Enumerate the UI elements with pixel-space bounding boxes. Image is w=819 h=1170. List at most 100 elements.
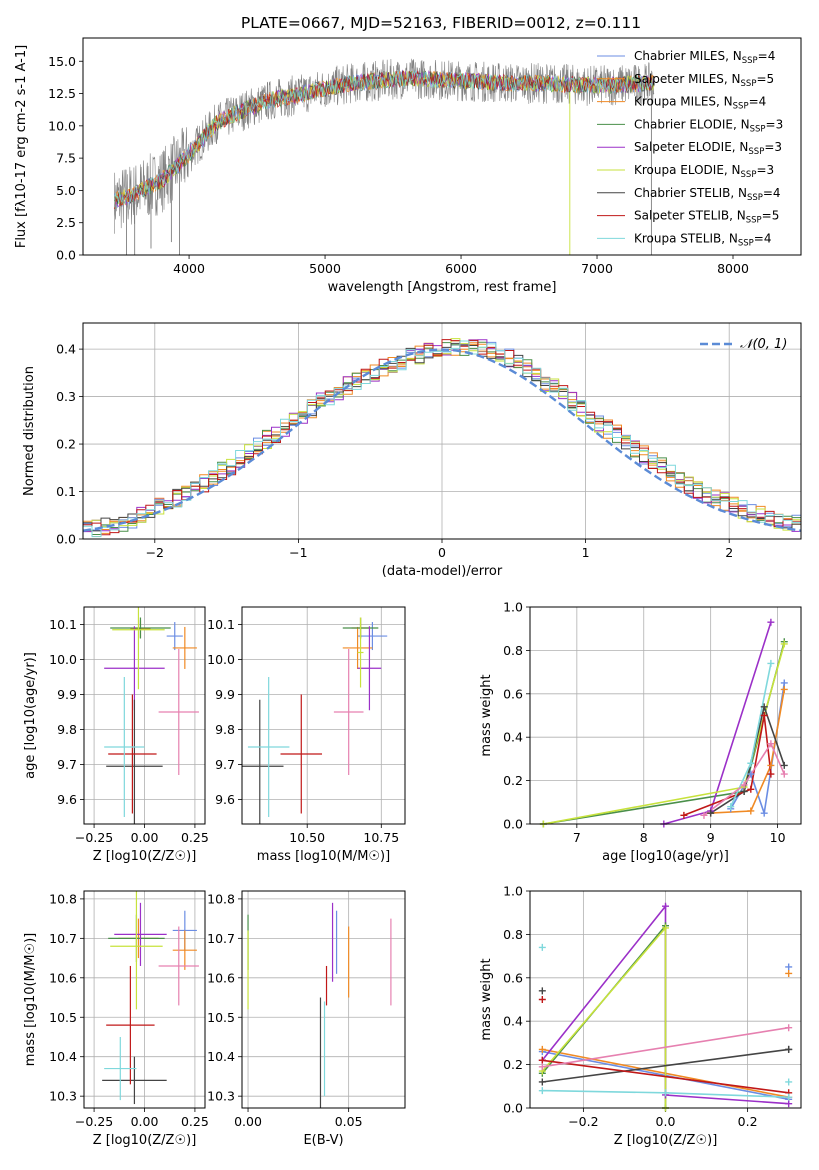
- x-axis-label: E(B-V): [303, 1133, 343, 1148]
- weight-marker: [785, 1078, 793, 1086]
- y-tick-label: 0.8: [503, 643, 523, 658]
- x-tick-label: 4000: [173, 261, 205, 276]
- weight-marker: [538, 1078, 546, 1086]
- y-tick-label: 15.0: [48, 54, 76, 69]
- x-tick-label: 0: [438, 545, 446, 560]
- legend-entry-tail: =4: [758, 49, 776, 63]
- axes-frame: [529, 890, 802, 1109]
- plot-area-z_mass: [102, 891, 199, 1105]
- weight-marker: [538, 996, 546, 1003]
- weight-marker: [785, 969, 793, 977]
- y-tick-label: 10.0: [207, 652, 235, 667]
- y-tick-label: 0.0: [503, 1101, 523, 1116]
- weight-marker: [747, 785, 755, 793]
- weight-marker: [662, 1089, 669, 1097]
- legend-entry-sub: SSP: [746, 216, 762, 226]
- y-tick-label: 10.4: [207, 1049, 235, 1064]
- legend-entry-sub: SSP: [747, 193, 763, 203]
- weight-line: [541, 923, 667, 1108]
- legend-entry-tail: =4: [749, 95, 767, 109]
- legend-entry: Kroupa STELIB, NSSP=4: [634, 231, 772, 248]
- y-tick-label: 0.4: [503, 730, 523, 745]
- x-axis-label: age [log10(age/yr)]: [602, 849, 729, 864]
- chart-panels: 4000 5000 6000 7000 80000.02.55.07.510.012.5…: [14, 37, 802, 1148]
- legend-entry-tail: =5: [756, 72, 774, 86]
- weight-line: [541, 925, 667, 1108]
- weight-marker: [707, 809, 715, 817]
- x-axis-label: wavelength [Angstrom, rest frame]: [328, 280, 557, 295]
- weight-marker: [538, 1063, 546, 1071]
- model-fit-line: [113, 69, 655, 208]
- y-tick-label: 0.1: [56, 484, 76, 499]
- x-tick-label: 8000: [717, 261, 749, 276]
- legend-entry-sub: SSP: [741, 170, 757, 180]
- weight-marker: [785, 1024, 793, 1032]
- x-tick-label: 1: [582, 545, 590, 560]
- weight-line: [543, 643, 786, 824]
- y-axis-label: mass weight: [479, 958, 494, 1040]
- weight-line: [542, 1059, 789, 1094]
- weight-marker: [780, 761, 788, 769]
- x-tick-label: 9: [707, 830, 715, 845]
- weight-marker: [538, 1045, 546, 1053]
- y-tick-label: 9.6: [57, 792, 77, 807]
- x-tick-label: 7000: [581, 261, 613, 276]
- axes-frame: [241, 890, 406, 1109]
- plot-area-age_weight: [543, 621, 786, 824]
- legend-entry-sub: SSP: [733, 102, 749, 112]
- x-axis-label: (data-model)/error: [382, 564, 503, 579]
- weight-marker: [767, 618, 775, 626]
- y-tick-label: 10.0: [49, 652, 77, 667]
- y-tick-label: 5.0: [56, 183, 76, 198]
- y-tick-label: 0.6: [503, 686, 523, 701]
- legend-entry-label: Kroupa ELODIE, N: [634, 163, 741, 177]
- y-tick-label: 10.0: [48, 118, 76, 133]
- weight-marker: [538, 1087, 546, 1095]
- weight-line: [703, 742, 786, 816]
- x-tick-label: 2: [725, 545, 733, 560]
- y-axis-label: age [log10(age/yr)]: [23, 652, 38, 779]
- y-tick-label: 0.2: [503, 773, 523, 788]
- x-tick-label: 0.2: [738, 1114, 758, 1129]
- weight-line: [543, 641, 786, 824]
- legend-entry: Salpeter ELODIE, NSSP=3: [634, 140, 782, 157]
- weight-marker: [785, 1093, 793, 1101]
- y-tick-label: 10.4: [49, 1049, 77, 1064]
- weight-marker: [740, 781, 748, 789]
- legend-entry-label: Kroupa MILES, N: [634, 95, 733, 109]
- y-tick-label: 0.0: [56, 532, 76, 547]
- legend-entry: Chabrier STELIB, NSSP=4: [634, 186, 781, 203]
- plot-area-residuals: [83, 338, 801, 538]
- weight-marker: [785, 1045, 793, 1053]
- y-tick-label: 10.5: [207, 1010, 235, 1025]
- y-axis-label: Flux [fλ10-17 erg cm-2 s-1 A-1]: [14, 45, 29, 248]
- legend-entry: Kroupa ELODIE, NSSP=3: [634, 163, 774, 180]
- y-tick-label: 10.6: [49, 970, 77, 985]
- y-tick-label: 0.3: [56, 389, 76, 404]
- y-tick-label: 0.0: [56, 248, 76, 263]
- legend-entry-tail: =4: [754, 231, 772, 245]
- x-tick-label: 10: [770, 830, 786, 845]
- gaussian-legend-label: 𝒩(0, 1): [740, 337, 787, 352]
- weight-marker: [538, 943, 546, 951]
- legend-entry: Chabrier ELODIE, NSSP=3: [634, 117, 783, 134]
- x-tick-label: 0.00: [131, 1114, 159, 1129]
- x-tick-label: 8: [640, 830, 648, 845]
- x-tick-label: 7: [573, 830, 581, 845]
- legend-entry-label: Salpeter STELIB, N: [634, 209, 746, 223]
- x-tick-label: 0.25: [181, 830, 209, 845]
- weight-marker: [538, 1056, 546, 1064]
- legend-entry-tail: =3: [766, 117, 784, 131]
- plot-area-z_age: [104, 607, 199, 824]
- residual-histogram: [83, 340, 801, 538]
- y-tick-label: 10.3: [49, 1089, 77, 1104]
- x-axis-label: Z [log10(Z/Z☉)]: [93, 1133, 197, 1148]
- y-tick-label: 9.7: [215, 757, 235, 772]
- legend-entry: Salpeter STELIB, NSSP=5: [634, 209, 779, 226]
- legend-entry-tail: =3: [756, 163, 774, 177]
- weight-marker: [747, 759, 755, 767]
- y-axis-label: mass [log10(M/M☉)]: [23, 933, 38, 1066]
- axes-frame: [82, 37, 802, 256]
- weight-marker: [767, 761, 775, 769]
